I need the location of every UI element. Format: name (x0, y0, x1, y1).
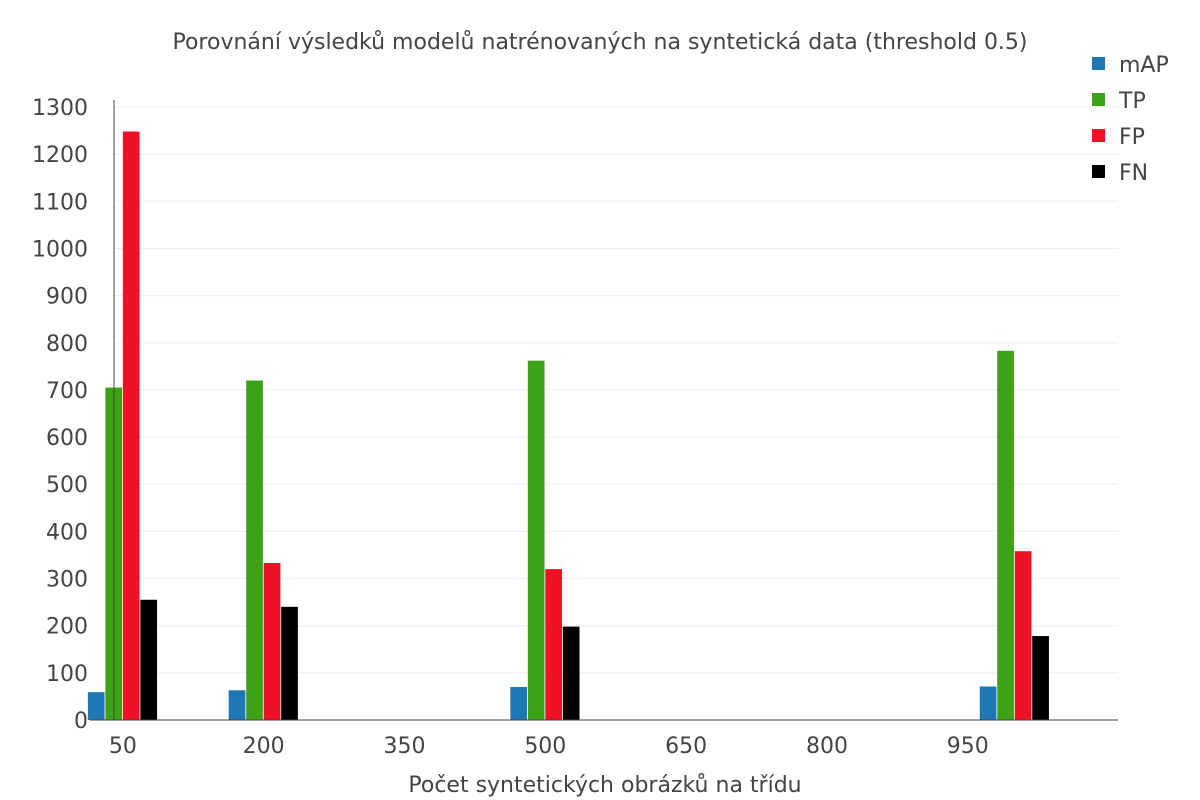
x-tick-label: 200 (243, 734, 285, 759)
x-axis-title: Počet syntetických obrázků na třídu (408, 773, 801, 798)
x-axis-ticks: 50 200 350 500 650 800 950 (109, 734, 989, 759)
y-tick-label: 600 (46, 426, 88, 451)
bar-fp-1000 (1014, 551, 1032, 720)
chart-title: Porovnání výsledků modelů natrénovaných … (172, 30, 1027, 55)
y-tick-label: 500 (46, 473, 88, 498)
bar-tp-500 (527, 360, 545, 720)
bars (87, 131, 1049, 720)
y-tick-label: 800 (46, 332, 88, 357)
y-tick-label: 1000 (32, 237, 88, 262)
legend-label-fn: FN (1119, 161, 1148, 186)
legend-swatch-tp (1092, 93, 1105, 106)
legend: mAP TP FP FN (1092, 53, 1169, 186)
bar-map-50 (87, 692, 105, 720)
y-tick-label: 100 (46, 662, 88, 687)
x-tick-label: 800 (806, 734, 848, 759)
legend-swatch-map (1092, 57, 1105, 70)
legend-swatch-fn (1092, 165, 1105, 178)
y-tick-label: 200 (46, 615, 88, 640)
x-tick-label: 350 (384, 734, 426, 759)
x-tick-label: 650 (665, 734, 707, 759)
bar-fp-50 (122, 131, 140, 720)
bar-tp-200 (246, 380, 263, 720)
bar-fp-500 (545, 569, 563, 720)
y-tick-label: 300 (46, 568, 88, 593)
bar-map-500 (510, 686, 528, 720)
y-tick-label: 0 (74, 709, 88, 734)
bar-map-200 (228, 690, 246, 720)
legend-label-tp: TP (1118, 89, 1146, 114)
y-tick-label: 400 (46, 520, 88, 545)
y-axis-ticks: 0 100 200 300 400 500 600 700 800 900 1000 1100 1200… (32, 96, 88, 734)
bar-fn-1000 (1032, 636, 1049, 720)
x-tick-label: 950 (947, 734, 989, 759)
y-tick-label: 1100 (32, 190, 88, 215)
legend-label-fp: FP (1119, 125, 1145, 150)
bar-fn-500 (562, 626, 580, 720)
legend-swatch-fp (1092, 129, 1105, 142)
bar-fn-50 (140, 599, 158, 720)
bar-map-1000 (979, 686, 997, 720)
bar-fn-200 (281, 606, 298, 720)
y-tick-label: 1200 (32, 143, 88, 168)
y-tick-label: 1300 (32, 96, 88, 121)
x-tick-label: 50 (109, 734, 137, 759)
y-tick-label: 900 (46, 285, 88, 310)
bar-tp-1000 (997, 350, 1014, 720)
grid-lines (114, 106, 1118, 674)
y-tick-label: 700 (46, 379, 88, 404)
axes (90, 100, 1118, 721)
legend-label-map: mAP (1119, 53, 1169, 78)
bar-fp-200 (263, 562, 281, 720)
x-tick-label: 500 (524, 734, 566, 759)
